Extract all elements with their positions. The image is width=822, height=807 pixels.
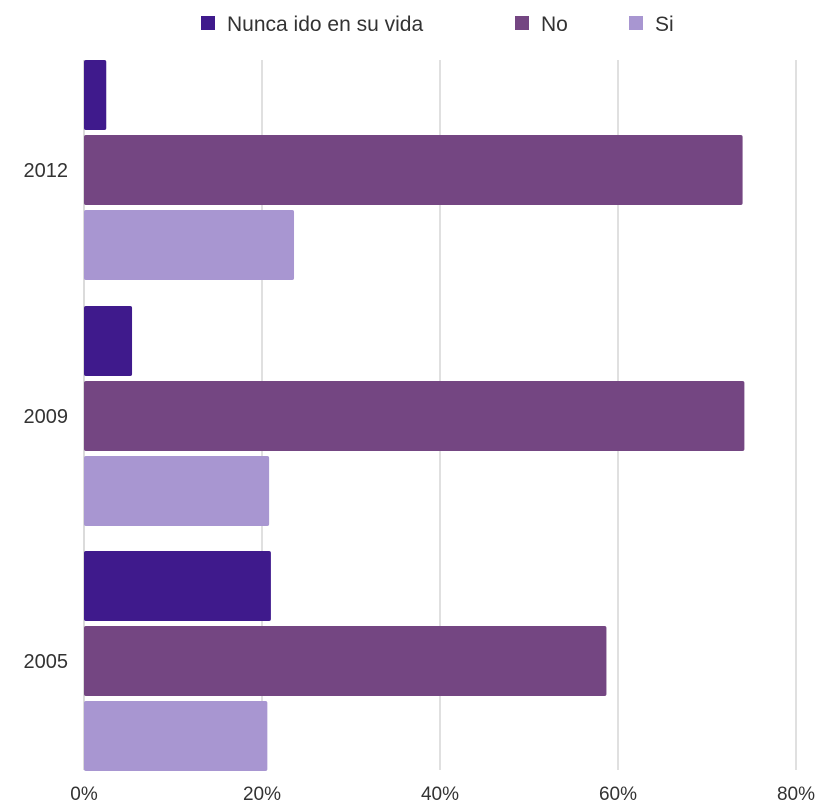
- legend: Nunca ido en su vida No Si: [201, 13, 674, 36]
- legend-swatch-nunca-ido-en-su-vida: [201, 16, 215, 30]
- x-tick-label-60: 60%: [599, 784, 637, 805]
- category-label-2009: 2009: [24, 406, 69, 428]
- bar-2012-si: [84, 210, 295, 280]
- legend-item-nunca-ido-en-su-vida[interactable]: Nunca ido en su vida: [201, 13, 423, 36]
- bar-2009-no: [84, 381, 745, 451]
- legend-label-no: No: [541, 13, 568, 36]
- bar-2009-nunca-ido-en-su-vida: [84, 306, 133, 376]
- bar-2005-nunca-ido-en-su-vida: [84, 551, 271, 621]
- legend-item-no[interactable]: No: [515, 13, 568, 36]
- legend-item-si[interactable]: Si: [629, 13, 674, 36]
- bar-2009-si: [84, 456, 270, 526]
- legend-swatch-no: [515, 16, 529, 30]
- x-tick-label-80: 80%: [777, 784, 815, 805]
- bar-2005-si: [84, 701, 268, 771]
- x-tick-label-0: 0%: [70, 784, 98, 805]
- bar-2012-no: [84, 135, 743, 205]
- legend-label-nunca-ido-en-su-vida: Nunca ido en su vida: [227, 13, 423, 36]
- legend-swatch-si: [629, 16, 643, 30]
- category-label-2005: 2005: [24, 651, 69, 673]
- x-tick-label-40: 40%: [421, 784, 459, 805]
- axis-labels: 0% 20% 40% 60% 80% 2012 2009 2005: [24, 160, 816, 805]
- x-tick-label-20: 20%: [243, 784, 281, 805]
- category-label-2012: 2012: [24, 160, 69, 182]
- bar-2005-no: [84, 626, 607, 696]
- bars: [84, 60, 745, 771]
- bar-2012-nunca-ido-en-su-vida: [84, 60, 107, 130]
- legend-label-si: Si: [655, 13, 674, 36]
